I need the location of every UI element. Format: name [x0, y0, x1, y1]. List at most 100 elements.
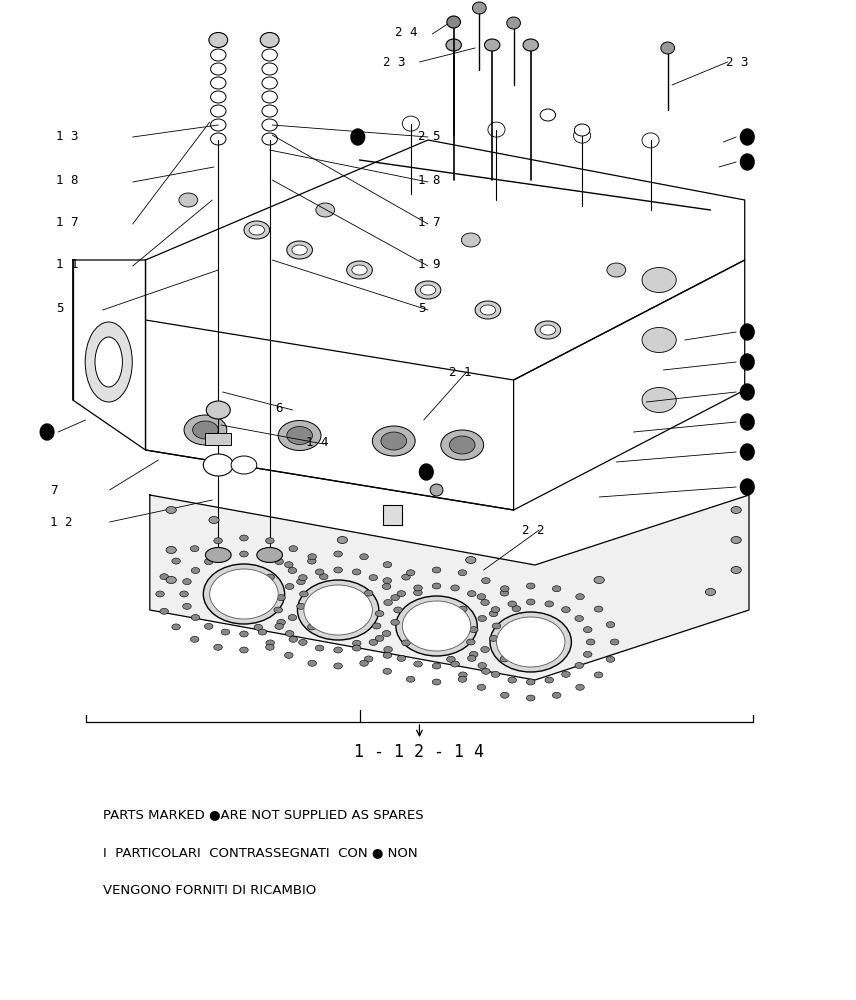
Ellipse shape: [401, 640, 410, 646]
Text: 7: 7: [50, 484, 57, 496]
Ellipse shape: [369, 575, 377, 581]
Ellipse shape: [584, 627, 592, 633]
Ellipse shape: [383, 562, 392, 568]
Ellipse shape: [731, 506, 741, 514]
Ellipse shape: [467, 591, 476, 597]
Ellipse shape: [447, 656, 455, 662]
Ellipse shape: [383, 647, 392, 653]
Ellipse shape: [334, 551, 342, 557]
Circle shape: [740, 479, 754, 495]
Ellipse shape: [383, 631, 391, 637]
Ellipse shape: [432, 679, 441, 685]
Ellipse shape: [360, 660, 368, 666]
Ellipse shape: [512, 606, 520, 612]
Text: 1 8: 1 8: [418, 174, 440, 186]
Ellipse shape: [480, 305, 496, 315]
Ellipse shape: [365, 656, 373, 662]
Circle shape: [740, 154, 754, 170]
Ellipse shape: [397, 655, 406, 661]
Ellipse shape: [477, 684, 485, 690]
Ellipse shape: [260, 32, 279, 47]
Ellipse shape: [221, 629, 229, 635]
Ellipse shape: [610, 639, 619, 645]
Ellipse shape: [451, 661, 460, 667]
Ellipse shape: [214, 538, 223, 544]
Ellipse shape: [478, 615, 486, 621]
Ellipse shape: [209, 516, 219, 524]
Ellipse shape: [496, 617, 565, 667]
Ellipse shape: [205, 559, 213, 565]
Ellipse shape: [180, 591, 188, 597]
Ellipse shape: [535, 321, 561, 339]
Ellipse shape: [458, 676, 467, 682]
Ellipse shape: [584, 651, 592, 657]
Ellipse shape: [257, 548, 282, 562]
Ellipse shape: [375, 611, 383, 617]
Ellipse shape: [308, 554, 317, 560]
Ellipse shape: [284, 562, 293, 568]
Ellipse shape: [446, 39, 461, 51]
Ellipse shape: [467, 655, 476, 661]
Ellipse shape: [254, 590, 263, 596]
Ellipse shape: [274, 607, 282, 613]
Ellipse shape: [285, 631, 294, 637]
Ellipse shape: [526, 583, 535, 589]
Ellipse shape: [413, 661, 422, 667]
Ellipse shape: [481, 647, 490, 653]
Ellipse shape: [500, 590, 508, 596]
Ellipse shape: [182, 603, 191, 609]
Circle shape: [740, 354, 754, 370]
Text: 2 2: 2 2: [522, 524, 544, 536]
Ellipse shape: [461, 233, 480, 247]
Text: 1 8: 1 8: [56, 174, 78, 186]
Ellipse shape: [418, 607, 426, 613]
Ellipse shape: [369, 639, 377, 645]
Text: PARTS MARKED ●ARE NOT SUPPLIED AS SPARES: PARTS MARKED ●ARE NOT SUPPLIED AS SPARES: [103, 808, 424, 822]
Ellipse shape: [205, 623, 213, 629]
Ellipse shape: [353, 569, 361, 575]
Ellipse shape: [205, 548, 231, 562]
Ellipse shape: [413, 624, 422, 630]
Ellipse shape: [190, 546, 199, 552]
Ellipse shape: [347, 261, 372, 279]
Ellipse shape: [166, 546, 176, 554]
Ellipse shape: [95, 337, 122, 387]
Ellipse shape: [642, 387, 676, 412]
Ellipse shape: [395, 596, 478, 656]
Ellipse shape: [484, 39, 500, 51]
Ellipse shape: [275, 559, 283, 565]
Ellipse shape: [642, 328, 676, 353]
Text: 1 4: 1 4: [306, 436, 329, 448]
Ellipse shape: [576, 684, 585, 690]
Ellipse shape: [160, 608, 169, 614]
Ellipse shape: [315, 645, 324, 651]
Text: VENGONO FORNITI DI RICAMBIO: VENGONO FORNITI DI RICAMBIO: [103, 884, 316, 898]
Ellipse shape: [191, 567, 199, 573]
Ellipse shape: [307, 558, 316, 564]
Ellipse shape: [432, 663, 441, 669]
Ellipse shape: [285, 583, 294, 589]
Ellipse shape: [574, 124, 590, 136]
Text: 2 5: 2 5: [418, 130, 440, 143]
Ellipse shape: [731, 536, 741, 544]
Ellipse shape: [265, 644, 274, 650]
Ellipse shape: [372, 623, 381, 629]
Ellipse shape: [586, 639, 595, 645]
Ellipse shape: [337, 536, 348, 544]
Ellipse shape: [491, 671, 500, 677]
Text: 5: 5: [418, 302, 425, 314]
Ellipse shape: [240, 631, 248, 637]
Ellipse shape: [297, 579, 306, 585]
Ellipse shape: [607, 263, 626, 277]
Ellipse shape: [375, 635, 383, 641]
Ellipse shape: [512, 640, 520, 646]
Text: 1 9: 1 9: [418, 257, 440, 270]
Ellipse shape: [297, 603, 306, 609]
Text: 1 7: 1 7: [56, 216, 78, 229]
Ellipse shape: [209, 32, 228, 47]
Ellipse shape: [526, 599, 535, 605]
Ellipse shape: [308, 660, 317, 666]
Ellipse shape: [391, 619, 400, 625]
Ellipse shape: [203, 564, 284, 624]
Circle shape: [740, 129, 754, 145]
